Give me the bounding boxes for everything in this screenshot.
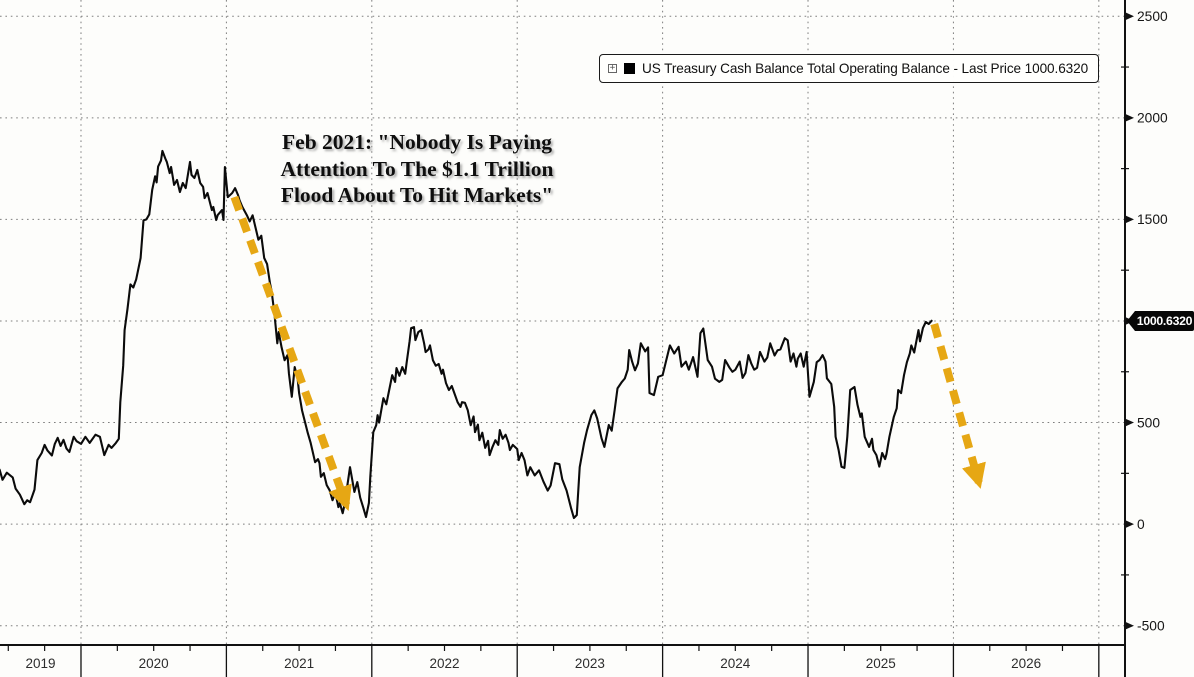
series-line [0, 149, 933, 520]
svg-text:2025: 2025 [866, 656, 896, 671]
svg-text:2021: 2021 [284, 656, 314, 671]
svg-text:2022: 2022 [429, 656, 459, 671]
gridlines [0, 0, 1125, 645]
annotation-line-1: Feb 2021: "Nobody Is Paying [282, 130, 552, 154]
last-price-tag: 1000.6320 [1127, 311, 1194, 331]
trend-arrows [230, 195, 986, 512]
legend[interactable]: + US Treasury Cash Balance Total Operati… [599, 54, 1100, 83]
svg-text:2023: 2023 [575, 656, 605, 671]
annotation-line-2: Attention To The $1.1 Trillion [280, 156, 554, 181]
svg-text:2024: 2024 [720, 656, 751, 671]
svg-text:1500: 1500 [1137, 212, 1168, 227]
legend-expand-icon[interactable]: + [608, 63, 617, 73]
annotation-line-3: Flood About To Hit Markets" [280, 183, 554, 207]
legend-label: US Treasury Cash Balance Total Operating… [642, 61, 1089, 76]
svg-text:0: 0 [1137, 517, 1145, 532]
svg-text:2500: 2500 [1137, 9, 1168, 24]
svg-text:2020: 2020 [139, 656, 169, 671]
svg-text:2026: 2026 [1011, 656, 1041, 671]
y-axis: -50005001000150020002500 [1121, 0, 1168, 677]
svg-text:-500: -500 [1137, 618, 1165, 633]
chart-annotation: Feb 2021: "Nobody Is Paying Attention To… [243, 129, 591, 209]
svg-text:2000: 2000 [1137, 111, 1168, 126]
svg-text:2019: 2019 [25, 656, 55, 671]
svg-text:500: 500 [1137, 415, 1160, 430]
series-marker-icon [624, 63, 635, 74]
x-axis: 2019 2020 2021 2022 2023 2024 2025 2026 [0, 644, 1125, 677]
